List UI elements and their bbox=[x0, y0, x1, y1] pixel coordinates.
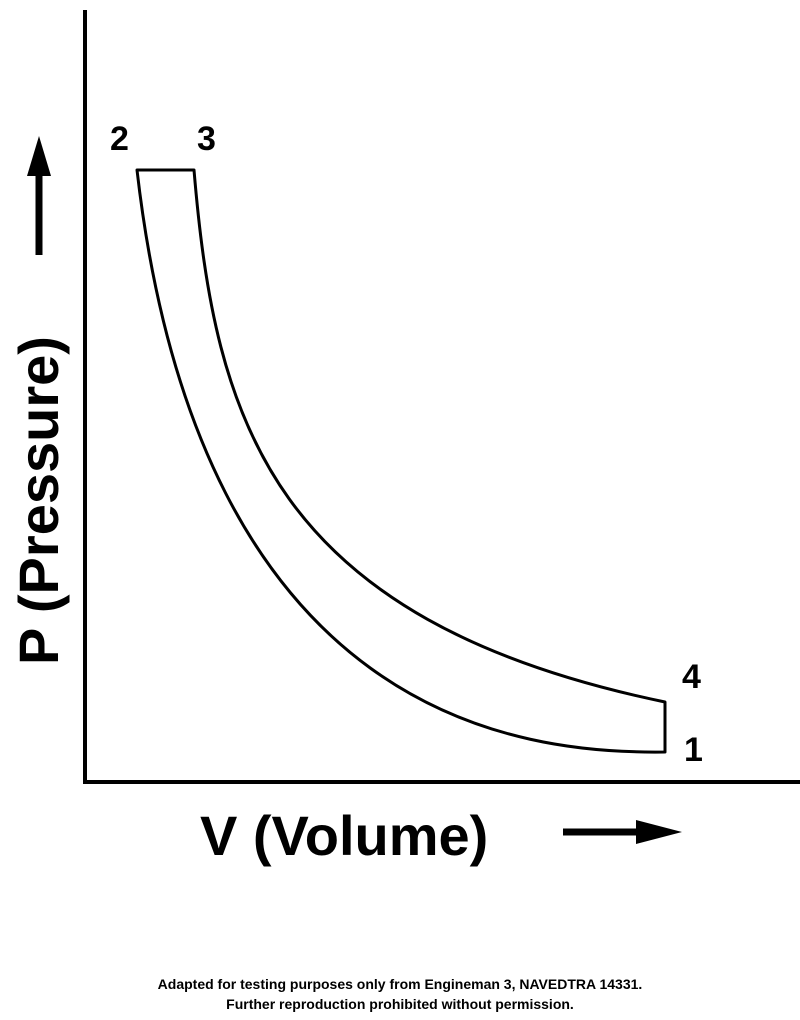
x-axis-label: V (Volume) bbox=[200, 804, 488, 867]
pv-cycle-curve bbox=[135, 168, 667, 754]
y-axis-label: P (Pressure) bbox=[7, 336, 70, 665]
point-3-label: 3 bbox=[197, 120, 216, 158]
footer-notice: Further reproduction prohibited without … bbox=[226, 996, 574, 1012]
footer-attribution: Adapted for testing purposes only from E… bbox=[157, 976, 643, 992]
x-axis-arrow-icon bbox=[563, 820, 682, 844]
point-2-label: 2 bbox=[110, 120, 129, 158]
y-axis-arrow-icon bbox=[27, 136, 51, 255]
point-1-label: 1 bbox=[684, 731, 703, 769]
point-4-label: 4 bbox=[682, 658, 701, 696]
